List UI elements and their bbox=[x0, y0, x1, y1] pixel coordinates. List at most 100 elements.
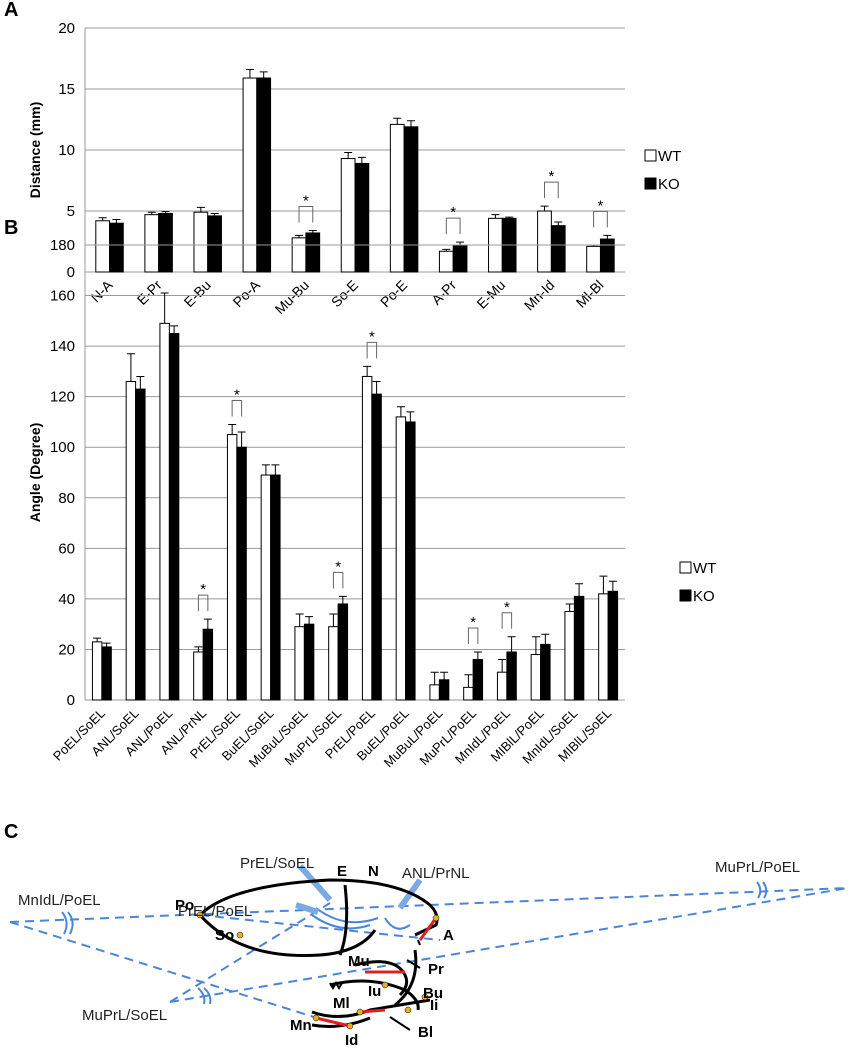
error-bar bbox=[170, 325, 179, 334]
landmark-label: Id bbox=[345, 1032, 358, 1049]
significance-bracket bbox=[332, 571, 344, 589]
bar bbox=[340, 158, 356, 273]
significance-label: * bbox=[303, 193, 309, 210]
significance-label: * bbox=[470, 614, 476, 631]
bar bbox=[395, 416, 407, 701]
bar bbox=[202, 628, 214, 701]
error-bar bbox=[126, 353, 135, 382]
skull-outline bbox=[198, 878, 439, 1028]
bar bbox=[586, 245, 601, 273]
bar bbox=[540, 643, 551, 701]
bar bbox=[337, 603, 349, 701]
error-bar bbox=[440, 671, 449, 680]
significance-label: * bbox=[504, 599, 510, 616]
error-bar bbox=[393, 117, 402, 125]
bar bbox=[328, 626, 339, 701]
bar bbox=[405, 421, 416, 701]
x-tick-label: A-Pr bbox=[428, 277, 459, 308]
error-bar bbox=[406, 411, 415, 422]
angle-label: PrEL/SoEL bbox=[240, 855, 314, 872]
x-tick-label: E-Mu bbox=[473, 277, 508, 312]
y-tick-label: 5 bbox=[67, 203, 75, 220]
y-tick-label: 80 bbox=[58, 490, 75, 507]
landmark-label: A bbox=[443, 927, 454, 944]
error-bar bbox=[102, 642, 111, 647]
error-bar bbox=[194, 646, 203, 652]
significance-bracket bbox=[593, 210, 608, 228]
significance-bracket bbox=[366, 341, 378, 359]
significance-bracket bbox=[197, 594, 209, 612]
bar bbox=[91, 641, 103, 701]
bar bbox=[537, 210, 552, 273]
bar bbox=[506, 651, 517, 701]
angle-label: PrEL/PoEL bbox=[178, 903, 252, 920]
legend-swatch bbox=[644, 149, 657, 162]
angle-lines bbox=[9, 887, 849, 1023]
y-tick-label: 140 bbox=[50, 338, 75, 355]
bar bbox=[463, 686, 474, 701]
error-bar bbox=[599, 575, 608, 594]
x-tick-label: Mu-Bu bbox=[272, 277, 312, 317]
legend-swatch bbox=[679, 561, 692, 574]
legend-label: KO bbox=[658, 176, 680, 193]
landmark-label: Pr bbox=[428, 961, 444, 978]
legend-label: KO bbox=[693, 588, 715, 605]
error-bar bbox=[228, 423, 237, 435]
bar bbox=[236, 446, 247, 701]
error-bar bbox=[344, 151, 353, 159]
y-tick-label: 20 bbox=[58, 641, 75, 658]
bar bbox=[305, 232, 321, 273]
error-bar bbox=[147, 211, 156, 215]
error-bar bbox=[464, 674, 473, 688]
significance-label: * bbox=[598, 197, 604, 214]
bar bbox=[144, 214, 160, 273]
landmark-label: Bu bbox=[423, 985, 443, 1002]
bar bbox=[496, 671, 508, 701]
error-bar bbox=[160, 292, 169, 324]
y-tick-label: 0 bbox=[67, 692, 75, 709]
y-axis-label: Distance (mm) bbox=[27, 102, 43, 198]
error-bar bbox=[305, 616, 314, 625]
angle-arcs bbox=[61, 864, 768, 1005]
error-bar bbox=[565, 603, 574, 612]
error-bar bbox=[261, 464, 270, 476]
bar bbox=[607, 590, 619, 701]
error-bar bbox=[357, 156, 366, 164]
landmark-label: Mu bbox=[348, 953, 370, 970]
y-tick-label: 160 bbox=[50, 288, 75, 305]
error-bar bbox=[442, 248, 451, 252]
error-bar bbox=[210, 212, 219, 216]
bar bbox=[472, 659, 484, 701]
bar bbox=[564, 611, 575, 701]
legend-label: WT bbox=[693, 560, 716, 577]
panel-label: B bbox=[4, 217, 18, 239]
bar bbox=[168, 332, 180, 701]
error-bar bbox=[161, 211, 170, 214]
error-bar bbox=[295, 613, 304, 627]
bar bbox=[403, 126, 419, 273]
bar bbox=[256, 77, 272, 273]
x-tick-label: Po-A bbox=[230, 276, 264, 310]
error-bar bbox=[329, 613, 338, 627]
x-tick-label: E-Bu bbox=[181, 277, 214, 310]
measure-lines bbox=[315, 917, 438, 1028]
x-tick-label: Ml-Bl bbox=[573, 277, 607, 311]
error-bar bbox=[136, 375, 145, 390]
bar bbox=[125, 381, 137, 701]
bar bbox=[158, 212, 173, 273]
bar bbox=[389, 123, 405, 273]
landmark-label: E bbox=[337, 863, 347, 880]
bar bbox=[599, 238, 615, 273]
bar bbox=[226, 434, 238, 701]
y-tick-label: 15 bbox=[58, 81, 75, 98]
landmark-label: Mn bbox=[290, 1017, 312, 1034]
bar bbox=[193, 651, 204, 701]
bar bbox=[371, 393, 382, 701]
error-bar bbox=[245, 68, 254, 79]
legend-label: WT bbox=[658, 148, 681, 165]
y-tick-label: 60 bbox=[58, 540, 75, 557]
error-bar bbox=[396, 406, 405, 417]
error-bar bbox=[430, 671, 439, 685]
bar bbox=[101, 646, 112, 701]
